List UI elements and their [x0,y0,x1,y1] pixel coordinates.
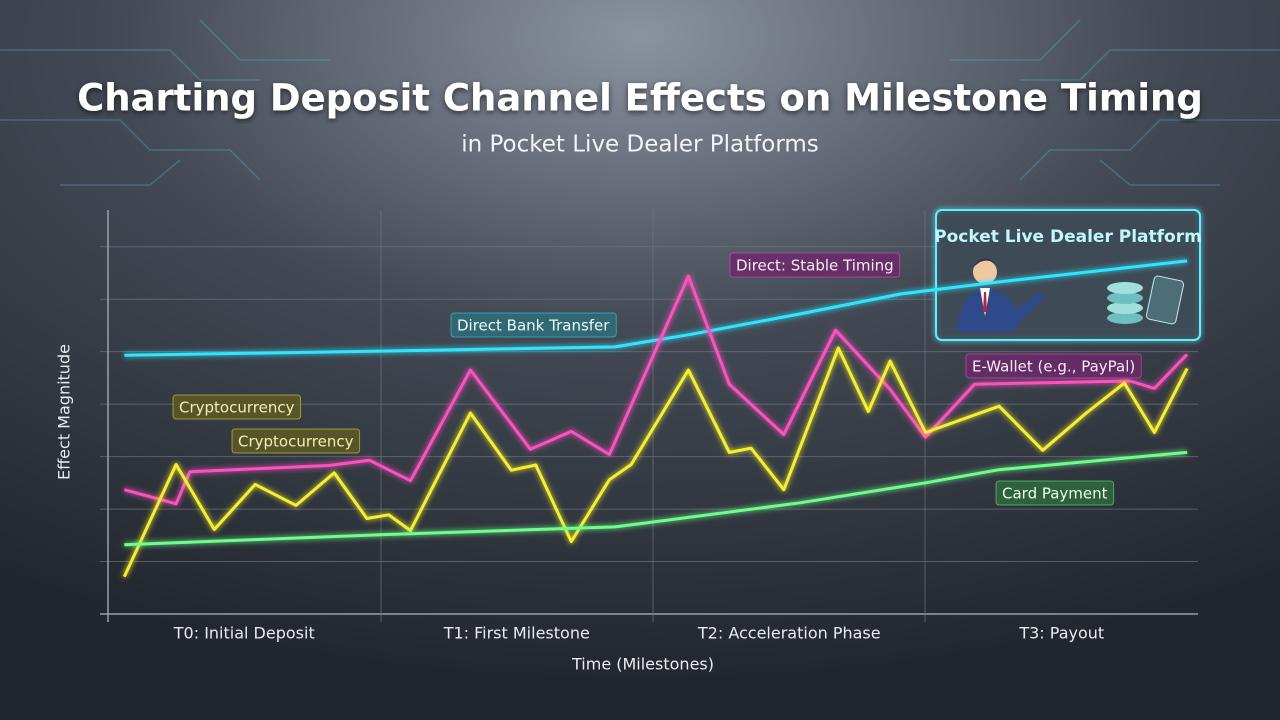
annotation-box [729,252,901,278]
legend-label-box [172,394,302,420]
series-line [124,450,1188,547]
annotation: Direct: Stable Timing [736,257,894,275]
x-tick-label: T2: Acceleration Phase [697,624,881,643]
series-line [123,274,1189,506]
axes [100,210,1198,622]
x-tick-label: T0: Initial Deposit [173,624,315,643]
chart-subtitle: in Pocket Live Dealer Platforms [461,132,819,158]
legend-label: Card Payment [1002,485,1108,503]
x-axis-title: Time (Milestones) [571,655,714,674]
dealer-icon [957,258,1044,332]
series-line [124,259,1188,357]
legend-label: Direct Bank Transfer [457,317,610,335]
legend-label: E-Wallet (e.g., PayPal) [972,358,1135,376]
legend-label-box [450,312,617,338]
annotation: Cryptocurrency [238,433,354,451]
annotation-box [231,428,361,454]
chart-title: Charting Deposit Channel Effects on Mile… [77,77,1203,120]
series-line [122,346,1189,578]
legend-label-box [995,480,1115,506]
callout-title: Pocket Live Dealer Platform [934,227,1202,247]
x-tick-label: T3: Payout [1018,624,1104,643]
x-tick-label: T1: First Milestone [443,624,590,643]
legend-label-box [965,353,1142,379]
circuit-decoration [0,19,1280,186]
y-axis-title: Effect Magnitude [55,344,74,480]
legend-label: Cryptocurrency [179,399,295,417]
chips-icon [1107,275,1185,325]
